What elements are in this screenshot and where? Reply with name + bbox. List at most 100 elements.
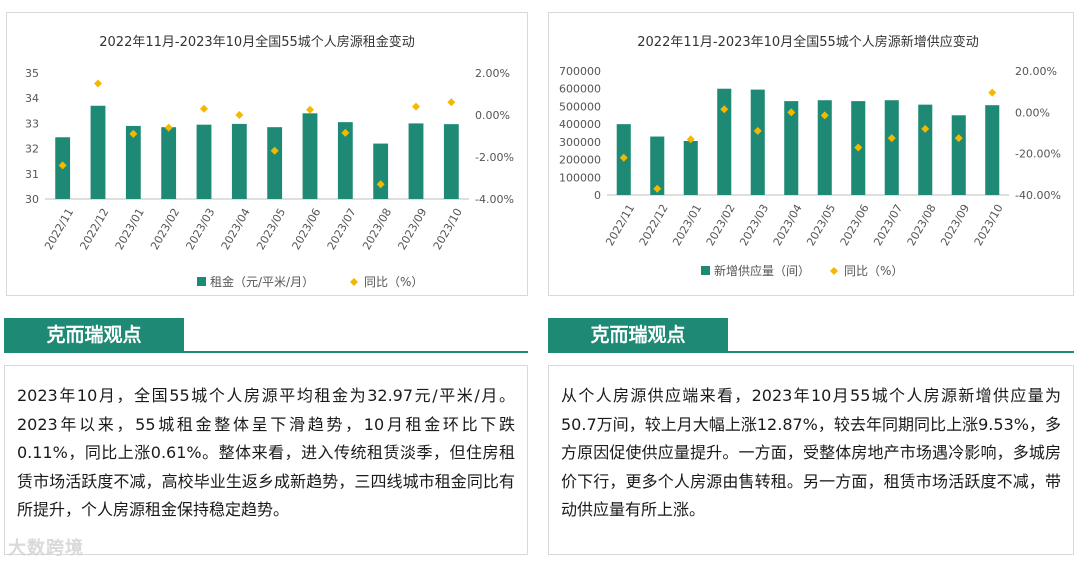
rent-bar bbox=[125, 125, 141, 199]
supply-bar bbox=[750, 89, 765, 195]
rent-legend-point-label: 同比（%） bbox=[364, 275, 423, 289]
supply-x-tick-label: 2023/02 bbox=[704, 202, 738, 248]
supply-x-tick-label: 2022/11 bbox=[603, 202, 637, 248]
supply-right-tick-label: -40.00% bbox=[1015, 189, 1061, 202]
supply-bar bbox=[817, 100, 832, 195]
left-header-rule bbox=[4, 351, 528, 353]
rent-chart-svg: 2022年11月-2023年10月全国55城个人房源租金变动 30 31 32 33 34… bbox=[25, 34, 514, 289]
rent-x-tick-label: 2023/06 bbox=[289, 206, 323, 252]
supply-yoy-point bbox=[686, 135, 695, 144]
rent-yoy-point bbox=[270, 146, 279, 155]
rent-left-tick-label: 34 bbox=[25, 92, 39, 105]
supply-bar bbox=[918, 104, 933, 195]
rent-bar bbox=[267, 127, 283, 199]
rent-x-tick-label: 2022/12 bbox=[77, 206, 111, 252]
rent-legend-bar-label: 租金（元/平米/月） bbox=[210, 274, 314, 289]
rent-yoy-point bbox=[306, 105, 314, 114]
supply-chart: 2022年11月-2023年10月全国55城个人房源新增供应变动 0 100000 2… bbox=[548, 12, 1074, 296]
rent-x-tick-label: 2023/03 bbox=[183, 206, 217, 252]
supply-x-tick-label: 2022/12 bbox=[637, 202, 671, 248]
rent-bar bbox=[161, 127, 177, 199]
rent-bar bbox=[408, 123, 424, 199]
supply-x-tick-label: 2023/07 bbox=[871, 202, 905, 248]
supply-bar bbox=[650, 136, 665, 195]
supply-yoy-point bbox=[887, 134, 896, 143]
rent-bar bbox=[302, 113, 318, 199]
watermark-text: 大数跨境 bbox=[8, 538, 84, 559]
rent-bar bbox=[196, 124, 212, 199]
rent-right-tick-label: 2.00% bbox=[475, 67, 510, 80]
rent-x-tick-label: 2023/05 bbox=[254, 206, 288, 252]
supply-left-tick-label: 500000 bbox=[559, 100, 601, 113]
rent-left-tick-label: 35 bbox=[25, 67, 39, 80]
supply-left-tick-label: 200000 bbox=[559, 154, 601, 167]
rent-yoy-point bbox=[200, 104, 208, 113]
rent-yoy-point bbox=[94, 79, 102, 88]
supply-legend-bar-label: 新增供应量（间） bbox=[714, 263, 810, 278]
supply-x-tick-label: 2023/01 bbox=[670, 202, 704, 248]
rent-yoy-point bbox=[447, 98, 456, 107]
supply-right-tick-label: 20.00% bbox=[1015, 65, 1057, 78]
rent-x-tick-label: 2023/01 bbox=[113, 206, 147, 252]
rent-bar bbox=[373, 143, 389, 199]
rent-yoy-point bbox=[412, 102, 420, 111]
rent-chart-title: 2022年11月-2023年10月全国55城个人房源租金变动 bbox=[99, 34, 415, 50]
supply-bar bbox=[951, 115, 966, 195]
rent-left-tick-label: 32 bbox=[25, 143, 39, 156]
supply-x-tick-label: 2023/08 bbox=[905, 202, 939, 248]
supply-yoy-point bbox=[720, 105, 729, 114]
left-commentary: 2023年10月，全国55城个人房源平均租金为32.97元/平米/月。2023年… bbox=[4, 365, 528, 555]
supply-right-tick-label: -20.00% bbox=[1015, 148, 1061, 161]
supply-left-tick-label: 300000 bbox=[559, 136, 601, 149]
supply-yoy-point bbox=[653, 184, 662, 193]
supply-yoy-point bbox=[619, 153, 628, 162]
supply-yoy-point bbox=[787, 108, 796, 117]
rent-x-tick-label: 2023/04 bbox=[219, 206, 253, 252]
supply-yoy-point bbox=[753, 126, 762, 135]
supply-x-tick-label: 2023/10 bbox=[972, 202, 1006, 248]
rent-legend-point-swatch bbox=[350, 278, 358, 286]
right-commentary: 从个人房源供应端来看，2023年10月55城个人房源新增供应量为50.7万间，较… bbox=[548, 365, 1074, 555]
rent-right-tick-label: -4.00% bbox=[475, 193, 514, 206]
rent-right-tick-label: 0.00% bbox=[475, 109, 510, 122]
supply-left-tick-label: 400000 bbox=[559, 118, 601, 131]
rent-bar bbox=[90, 105, 106, 199]
supply-x-tick-label: 2023/09 bbox=[938, 202, 972, 248]
rent-yoy-point bbox=[235, 111, 244, 119]
rent-x-tick-label: 2023/09 bbox=[395, 206, 429, 252]
rent-bar bbox=[443, 124, 459, 199]
rent-yoy-point bbox=[164, 123, 173, 132]
rent-yoy-point bbox=[129, 129, 138, 138]
rent-x-tick-label: 2023/08 bbox=[360, 206, 394, 252]
rent-legend-bar-swatch bbox=[197, 277, 206, 286]
supply-legend-bar-swatch bbox=[701, 266, 710, 275]
supply-bar bbox=[683, 140, 698, 195]
rent-x-tick-label: 2022/11 bbox=[42, 206, 76, 252]
supply-left-tick-label: 0 bbox=[594, 189, 601, 202]
supply-legend-point-label: 同比（%） bbox=[844, 264, 903, 278]
supply-yoy-point bbox=[954, 134, 963, 143]
supply-right-tick-label: 0.00% bbox=[1015, 106, 1050, 119]
rent-yoy-point bbox=[376, 180, 385, 189]
rent-left-tick-label: 30 bbox=[25, 193, 39, 206]
supply-left-tick-label: 100000 bbox=[559, 171, 601, 184]
right-section-header: 克而瑞观点 bbox=[548, 318, 728, 352]
rent-yoy-point bbox=[58, 161, 67, 170]
supply-yoy-point bbox=[820, 111, 829, 120]
rent-x-tick-label: 2023/10 bbox=[431, 206, 465, 252]
rent-x-tick-label: 2023/07 bbox=[325, 206, 359, 252]
supply-x-tick-label: 2023/04 bbox=[771, 202, 805, 248]
supply-yoy-point bbox=[921, 124, 930, 133]
supply-x-tick-label: 2023/06 bbox=[838, 202, 872, 248]
supply-yoy-point bbox=[988, 88, 997, 97]
supply-bar bbox=[717, 88, 732, 195]
rent-right-tick-label: -2.00% bbox=[475, 151, 514, 164]
rent-left-tick-label: 31 bbox=[25, 168, 39, 181]
supply-legend-point-swatch bbox=[830, 267, 838, 275]
left-section-header: 克而瑞观点 bbox=[4, 318, 184, 352]
supply-bar bbox=[985, 105, 1000, 195]
supply-yoy-point bbox=[854, 143, 863, 152]
right-header-rule bbox=[548, 351, 1074, 353]
rent-bar bbox=[231, 123, 247, 199]
rent-x-tick-label: 2023/02 bbox=[148, 206, 182, 252]
